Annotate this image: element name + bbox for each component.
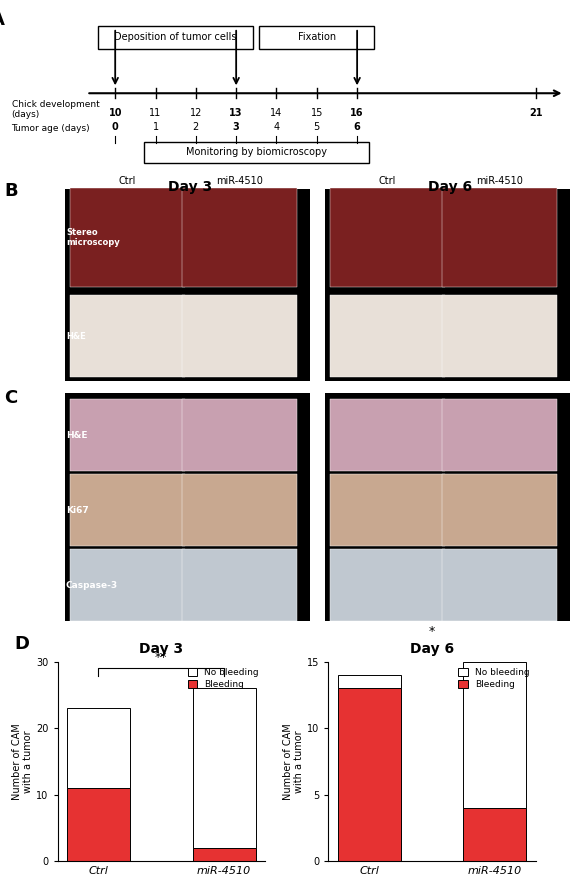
Bar	[442, 474, 557, 546]
Bar	[144, 142, 369, 163]
Bar	[98, 26, 253, 49]
Text: 10: 10	[108, 108, 122, 118]
Bar	[338, 675, 400, 688]
Legend: No bleeding, Bleeding: No bleeding, Bleeding	[457, 666, 531, 691]
Text: 0: 0	[112, 122, 119, 132]
Legend: No bleeding, Bleeding: No bleeding, Bleeding	[186, 666, 260, 691]
Text: Deposition of tumor cells: Deposition of tumor cells	[115, 32, 237, 43]
Text: 6: 6	[354, 122, 361, 132]
Bar	[442, 549, 557, 621]
Text: **: **	[155, 651, 168, 664]
Text: Tumor age (days): Tumor age (days)	[12, 124, 90, 133]
Text: B: B	[4, 181, 18, 200]
Bar	[325, 393, 570, 621]
Bar	[67, 709, 130, 789]
Text: 11: 11	[149, 108, 162, 118]
Text: 2: 2	[193, 122, 199, 132]
Text: H&E: H&E	[66, 431, 88, 440]
Text: 15: 15	[310, 108, 323, 118]
Text: 13: 13	[229, 108, 243, 118]
Bar	[70, 187, 185, 288]
Bar	[193, 688, 256, 848]
Bar	[442, 400, 557, 472]
Text: 5: 5	[314, 122, 320, 132]
Text: 12: 12	[190, 108, 202, 118]
Bar	[325, 188, 570, 381]
Text: 14: 14	[270, 108, 283, 118]
Bar	[182, 296, 297, 377]
Text: Ctrl: Ctrl	[379, 176, 396, 186]
Text: Chick development
(days): Chick development (days)	[12, 99, 99, 119]
Bar	[330, 187, 445, 288]
Bar	[259, 26, 374, 49]
Bar	[65, 393, 310, 621]
Bar	[464, 808, 526, 861]
Text: D: D	[14, 635, 29, 653]
Bar	[464, 662, 526, 808]
Text: 4: 4	[274, 122, 279, 132]
Text: Caspase-3: Caspase-3	[66, 581, 118, 590]
Text: 3: 3	[233, 122, 240, 132]
Bar	[182, 549, 297, 621]
Text: Day 6: Day 6	[428, 179, 472, 194]
Bar	[442, 296, 557, 377]
Text: A: A	[0, 11, 5, 29]
Bar	[67, 789, 130, 861]
Text: 21: 21	[529, 108, 543, 118]
Text: C: C	[4, 389, 17, 408]
Title: Day 6: Day 6	[410, 642, 454, 656]
Bar	[330, 549, 445, 621]
Bar	[330, 474, 445, 546]
Bar	[182, 400, 297, 472]
Text: Monitoring by biomicroscopy: Monitoring by biomicroscopy	[186, 147, 327, 157]
Text: miR-4510: miR-4510	[476, 176, 523, 186]
Bar	[338, 688, 400, 861]
Bar	[70, 549, 185, 621]
Bar	[330, 400, 445, 472]
Text: Day 3: Day 3	[168, 179, 212, 194]
Bar	[70, 474, 185, 546]
Bar	[182, 474, 297, 546]
Text: miR-4510: miR-4510	[216, 176, 263, 186]
Bar	[193, 848, 256, 861]
Y-axis label: Number of CAM
with a tumor: Number of CAM with a tumor	[283, 723, 304, 800]
Bar	[70, 400, 185, 472]
Text: Stereo
microscopy: Stereo microscopy	[66, 228, 120, 247]
Y-axis label: Number of CAM
with a tumor: Number of CAM with a tumor	[12, 723, 33, 800]
Bar	[70, 296, 185, 377]
Text: 1: 1	[153, 122, 158, 132]
Text: 16: 16	[350, 108, 364, 118]
Text: H&E: H&E	[66, 332, 86, 341]
Text: Ctrl: Ctrl	[119, 176, 136, 186]
Text: Ki67: Ki67	[66, 505, 89, 515]
Text: Fixation: Fixation	[298, 32, 336, 43]
Bar	[65, 188, 310, 381]
Bar	[182, 187, 297, 288]
Title: Day 3: Day 3	[139, 642, 183, 656]
Text: *: *	[429, 624, 435, 638]
Bar	[330, 296, 445, 377]
Bar	[442, 187, 557, 288]
